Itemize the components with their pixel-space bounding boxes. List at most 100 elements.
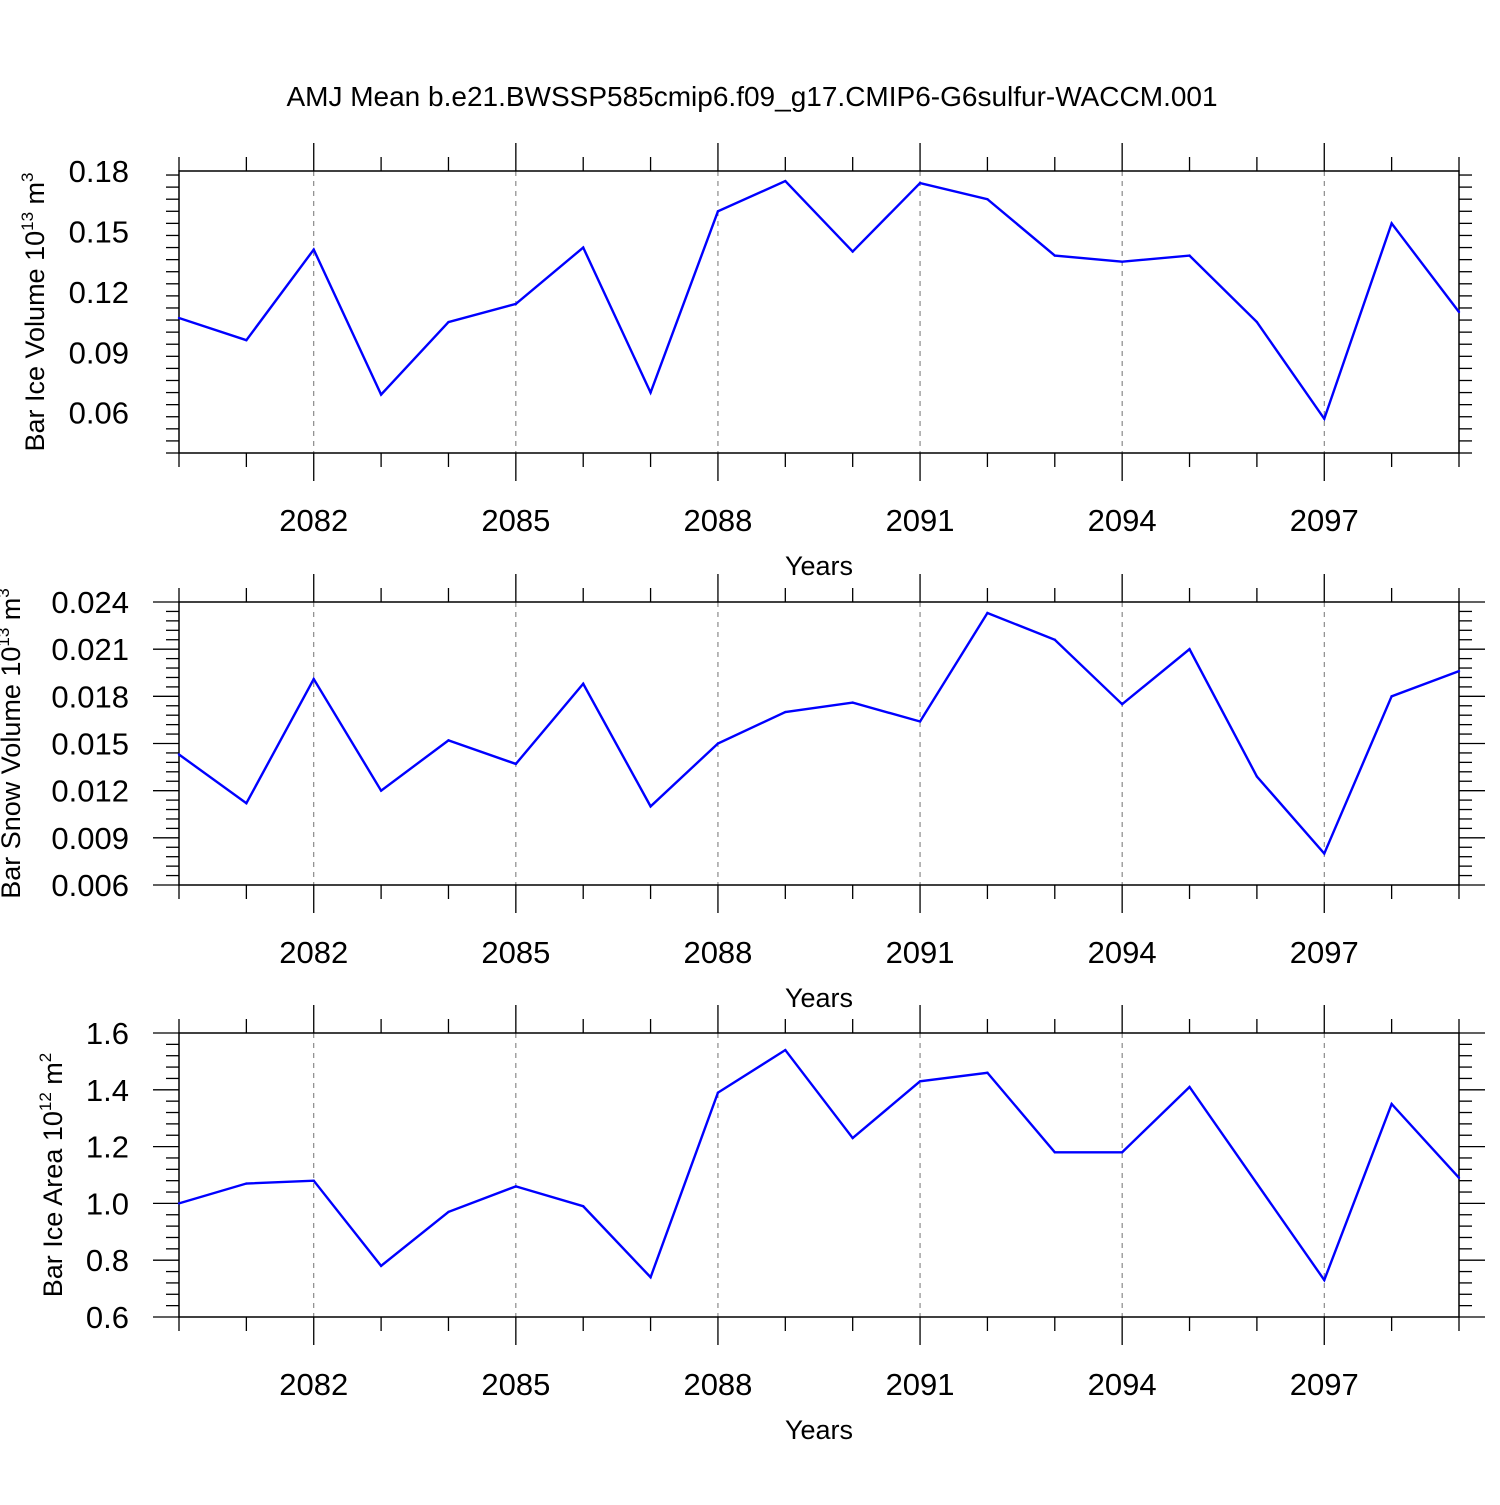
y-axis-label-part: m (20, 182, 50, 212)
data-point (514, 302, 518, 306)
x-axis-label: Years (785, 1415, 853, 1445)
y-tick-label: 0.15 (69, 214, 129, 249)
data-point (986, 1071, 989, 1074)
data-point (851, 250, 854, 253)
data-point (918, 1080, 922, 1083)
y-tick-label: 0.18 (69, 154, 129, 189)
y-axis-label-part: 13 (18, 212, 37, 231)
data-point (784, 710, 787, 714)
x-tick-label: 2085 (481, 1367, 550, 1402)
data-point (1255, 320, 1259, 324)
data-point (784, 1048, 787, 1052)
data-point (447, 1210, 450, 1214)
x-tick-label: 2088 (683, 935, 752, 970)
data-point (716, 742, 720, 745)
y-axis-label-part: Bar Ice Area 10 (38, 1111, 68, 1297)
plot-frame (178, 170, 1460, 454)
x-tick-label: 2085 (481, 935, 550, 970)
y-tick-label: 1.2 (86, 1130, 129, 1165)
data-point (784, 179, 787, 183)
x-tick-label: 2082 (279, 503, 348, 538)
x-tick-label: 2094 (1088, 1367, 1157, 1402)
y-tick-label: 0.12 (69, 275, 129, 310)
x-tick-label: 2097 (1290, 1367, 1359, 1402)
y-axis-label: Bar Ice Area 1012 m2 (36, 1053, 68, 1298)
y-axis-label-part: 13 (0, 628, 13, 647)
panel-3: 0.6 0.8 1.0 1.2 1.4 1.6 2082 2085 2088 2091 2094 20… (36, 1005, 1485, 1445)
data-point (1053, 638, 1056, 641)
data-point (447, 320, 450, 324)
data-point (514, 762, 518, 766)
y-tick-label: 0.021 (51, 632, 129, 667)
y-axis-label-part: Bar Ice Volume 10 (20, 231, 50, 452)
y-tick-label: 0.012 (51, 774, 129, 809)
panel-1: 0.06 0.09 0.12 0.15 0.18 2082 2085 2088 2091 2094… (18, 143, 1472, 581)
data-point (1188, 647, 1191, 651)
data-point (1457, 1176, 1461, 1180)
y-tick-label: 0.015 (51, 727, 129, 762)
y-tick-label: 0.006 (51, 868, 129, 903)
x-tick-label: 2094 (1088, 935, 1157, 970)
data-point (312, 1179, 315, 1182)
x-tick-label: 2085 (481, 503, 550, 538)
series-line (178, 1048, 1460, 1283)
data-point (177, 753, 181, 756)
x-axis-label: Years (785, 983, 853, 1013)
data-point (851, 701, 854, 704)
data-point (649, 805, 652, 808)
x-axis-label: Years (785, 551, 853, 581)
data-point (379, 1264, 383, 1268)
data-point (1120, 260, 1124, 263)
data-point (1255, 775, 1259, 778)
data-point (245, 1182, 248, 1185)
data-point (649, 391, 652, 394)
x-tick-label: 2091 (886, 503, 955, 538)
data-point (1255, 1182, 1259, 1185)
data-point (514, 1185, 518, 1188)
data-point (716, 1091, 720, 1094)
x-tick-label: 2094 (1088, 503, 1157, 538)
y-tick-label: 1.6 (86, 1016, 129, 1051)
data-point (716, 210, 720, 213)
data-point (1323, 852, 1326, 855)
y-tick-label: 0.8 (86, 1243, 129, 1278)
panel-2: 0.006 0.009 0.012 0.015 0.018 0.021 0.024 2082 2… (0, 574, 1485, 1013)
data-point (1120, 1151, 1124, 1154)
y-tick-label: 1.0 (86, 1186, 129, 1221)
y-tick-label: 0.06 (69, 396, 129, 431)
data-point (582, 246, 585, 249)
data-point (379, 789, 383, 792)
y-tick-label: 0.018 (51, 679, 129, 714)
data-point (177, 1202, 181, 1205)
x-tick-label: 2091 (886, 1367, 955, 1402)
y-axis-label-part: Bar Snow Volume 10 (0, 647, 26, 899)
data-point (582, 682, 585, 685)
data-point (986, 198, 989, 201)
data-point (245, 339, 248, 342)
data-point (1120, 702, 1124, 706)
data-point (1053, 1151, 1056, 1154)
data-point (312, 248, 315, 251)
y-tick-label: 0.009 (51, 821, 129, 856)
y-axis-label-part: 12 (36, 1092, 55, 1111)
data-point (1053, 254, 1056, 257)
x-tick-label: 2082 (279, 935, 348, 970)
series-line (178, 611, 1460, 856)
y-axis-label: Bar Snow Volume 1013 m3 (0, 588, 26, 899)
y-axis-label-part: m (0, 598, 26, 628)
data-point (582, 1205, 585, 1208)
x-tick-label: 2088 (683, 1367, 752, 1402)
data-point (1390, 222, 1393, 225)
data-point (918, 720, 922, 723)
data-point (447, 739, 450, 742)
data-point (379, 393, 383, 396)
data-point (245, 802, 248, 805)
y-axis-label-part: 3 (18, 172, 37, 181)
y-tick-label: 0.6 (86, 1300, 129, 1335)
y-axis-label-part: 2 (36, 1053, 55, 1062)
data-point (312, 677, 315, 681)
data-point (1390, 695, 1393, 698)
y-axis-label-part: 3 (0, 588, 13, 597)
